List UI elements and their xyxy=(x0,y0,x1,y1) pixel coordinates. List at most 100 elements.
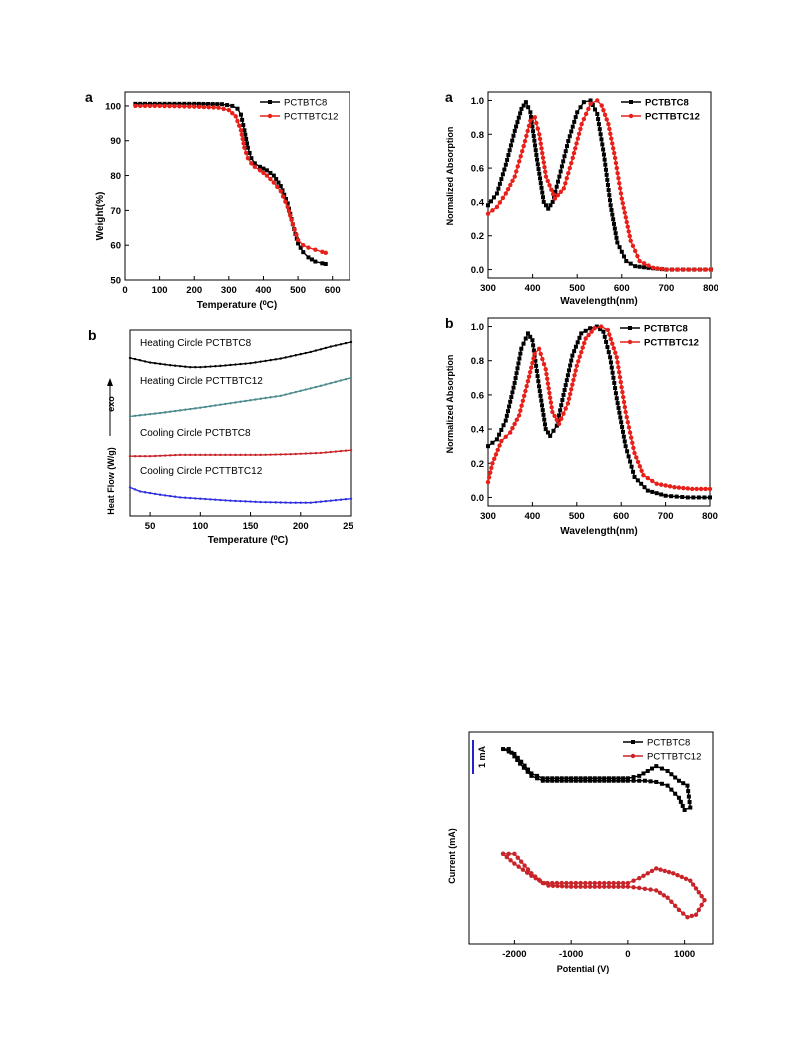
data-point xyxy=(676,778,681,783)
data-point xyxy=(546,883,551,888)
x-tick-label: 50 xyxy=(145,521,156,532)
data-point xyxy=(592,326,597,331)
data-point xyxy=(532,115,538,120)
data-point xyxy=(233,114,238,119)
data-point xyxy=(510,390,515,395)
data-point xyxy=(662,868,667,874)
data-point xyxy=(621,776,626,781)
data-point xyxy=(590,102,595,107)
data-point xyxy=(206,102,211,107)
data-point xyxy=(239,453,242,457)
data-point xyxy=(550,409,555,415)
data-point xyxy=(611,217,616,222)
data-point xyxy=(639,481,644,486)
data-point xyxy=(304,452,307,455)
data-point xyxy=(184,496,187,499)
data-point xyxy=(239,132,245,137)
data-point xyxy=(245,145,250,150)
data-point xyxy=(244,362,247,365)
data-point xyxy=(620,201,625,206)
data-point xyxy=(544,371,549,377)
data-point xyxy=(507,148,512,153)
data-point xyxy=(249,362,252,365)
data-point xyxy=(516,864,521,869)
data-point xyxy=(506,747,511,752)
data-point xyxy=(601,107,606,113)
data-point xyxy=(641,771,646,776)
data-point xyxy=(534,152,539,157)
data-point xyxy=(538,141,543,146)
data-point xyxy=(506,749,511,754)
data-point xyxy=(685,495,690,500)
data-point xyxy=(565,401,571,406)
data-point xyxy=(681,485,686,491)
data-point xyxy=(615,240,620,245)
data-point xyxy=(536,167,541,172)
data-point xyxy=(534,363,539,368)
data-point xyxy=(148,455,152,458)
data-point xyxy=(515,164,520,169)
data-point xyxy=(540,408,545,413)
data-point xyxy=(269,501,272,504)
data-point xyxy=(581,116,587,122)
data-point xyxy=(617,181,622,186)
data-point xyxy=(521,103,526,108)
x-axis-label: Wavelength(nm) xyxy=(560,296,637,307)
data-point xyxy=(299,389,302,392)
data-point xyxy=(526,767,531,772)
data-point xyxy=(516,413,522,418)
data-point xyxy=(659,266,665,272)
data-point xyxy=(513,376,518,381)
data-point xyxy=(210,102,215,107)
data-point xyxy=(194,407,197,410)
data-point xyxy=(264,396,267,400)
data-point xyxy=(143,491,147,494)
data-point xyxy=(214,453,217,457)
y-tick-label: 0.0 xyxy=(471,493,484,504)
plot-frame xyxy=(487,91,712,279)
data-point xyxy=(561,186,567,191)
data-point xyxy=(201,101,206,106)
data-point xyxy=(489,465,494,471)
data-point xyxy=(648,779,653,784)
data-point xyxy=(614,396,619,401)
data-point xyxy=(564,378,569,383)
data-point xyxy=(548,400,554,405)
legend-item-pctbtc8: PCTBTC8 xyxy=(621,98,689,109)
data-point xyxy=(349,340,353,344)
data-point xyxy=(209,498,212,501)
data-point xyxy=(617,410,622,415)
data-point xyxy=(583,884,588,889)
data-point xyxy=(187,104,192,109)
data-point xyxy=(616,365,621,370)
data-point xyxy=(279,453,282,456)
data-point xyxy=(564,880,569,886)
data-point xyxy=(508,430,513,435)
data-point xyxy=(324,383,328,386)
data-point xyxy=(274,177,279,182)
data-point xyxy=(682,807,687,812)
data-point xyxy=(512,754,517,759)
data-point xyxy=(553,189,558,194)
x-axis-label: Temperature (⁰C) xyxy=(208,535,289,546)
data-point xyxy=(510,426,515,431)
legend-item-pctbtc8: PCTBTC8 xyxy=(260,98,327,109)
data-point xyxy=(269,358,272,362)
data-point xyxy=(573,778,578,783)
data-point xyxy=(284,356,287,359)
data-point xyxy=(519,346,524,351)
data-point xyxy=(625,224,630,229)
data-point xyxy=(571,377,576,383)
x-tick-label: 200 xyxy=(293,521,309,532)
data-point xyxy=(616,776,621,781)
data-point xyxy=(264,173,270,178)
data-point xyxy=(271,180,277,185)
data-point xyxy=(309,501,313,504)
data-point xyxy=(626,229,631,234)
data-point xyxy=(490,440,495,445)
series-pcttbtc12 xyxy=(133,103,328,256)
legend-marker xyxy=(268,100,272,104)
data-point xyxy=(654,888,659,893)
data-point xyxy=(637,773,642,778)
data-point xyxy=(247,150,252,155)
